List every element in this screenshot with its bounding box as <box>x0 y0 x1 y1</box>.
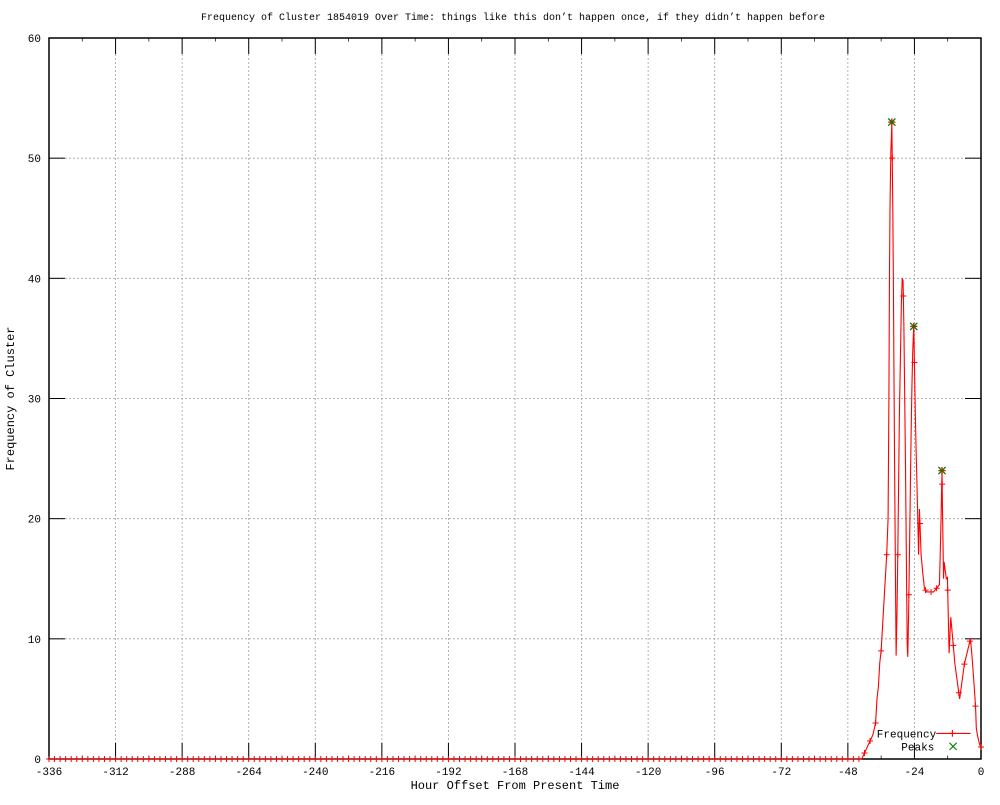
svg-text:-216: -216 <box>369 767 395 779</box>
svg-text:60: 60 <box>28 34 41 46</box>
svg-text:Peaks: Peaks <box>901 742 934 754</box>
svg-text:-168: -168 <box>502 767 528 779</box>
svg-text:-336: -336 <box>36 767 62 779</box>
svg-text:-264: -264 <box>236 767 263 779</box>
svg-text:Frequency: Frequency <box>877 729 937 741</box>
svg-text:-96: -96 <box>705 767 725 779</box>
svg-text:30: 30 <box>28 395 41 407</box>
svg-text:0: 0 <box>34 755 41 767</box>
svg-text:-312: -312 <box>102 767 128 779</box>
svg-text:Hour Offset From Present Time: Hour Offset From Present Time <box>411 779 620 793</box>
svg-text:Frequency of Cluster 1854019 O: Frequency of Cluster 1854019 Over Time: … <box>201 12 825 24</box>
svg-text:-288: -288 <box>169 767 195 779</box>
svg-text:Frequency of Cluster: Frequency of Cluster <box>4 326 18 470</box>
svg-text:40: 40 <box>28 274 41 286</box>
svg-text:-48: -48 <box>838 767 858 779</box>
svg-text:20: 20 <box>28 515 41 527</box>
svg-text:0: 0 <box>978 767 985 779</box>
svg-text:-72: -72 <box>771 767 791 779</box>
svg-text:50: 50 <box>28 154 41 166</box>
svg-text:-24: -24 <box>905 767 925 779</box>
svg-text:10: 10 <box>28 635 41 647</box>
svg-text:-192: -192 <box>435 767 461 779</box>
svg-text:-144: -144 <box>568 767 595 779</box>
svg-text:-120: -120 <box>635 767 661 779</box>
svg-text:-240: -240 <box>302 767 328 779</box>
